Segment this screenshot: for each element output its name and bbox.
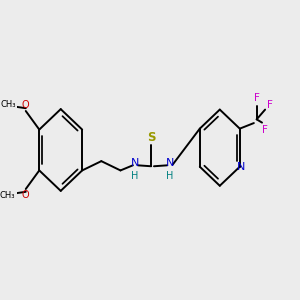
Text: H: H [131, 170, 139, 181]
Text: H: H [166, 170, 174, 181]
Text: F: F [267, 100, 273, 110]
Text: S: S [147, 131, 155, 144]
Text: O: O [22, 190, 30, 200]
Text: N: N [131, 158, 139, 169]
Text: F: F [254, 93, 260, 103]
Text: N: N [237, 162, 246, 172]
Text: F: F [262, 125, 268, 135]
Text: CH₃: CH₃ [0, 191, 15, 200]
Text: CH₃: CH₃ [0, 100, 16, 109]
Text: N: N [166, 158, 174, 169]
Text: O: O [22, 100, 30, 110]
